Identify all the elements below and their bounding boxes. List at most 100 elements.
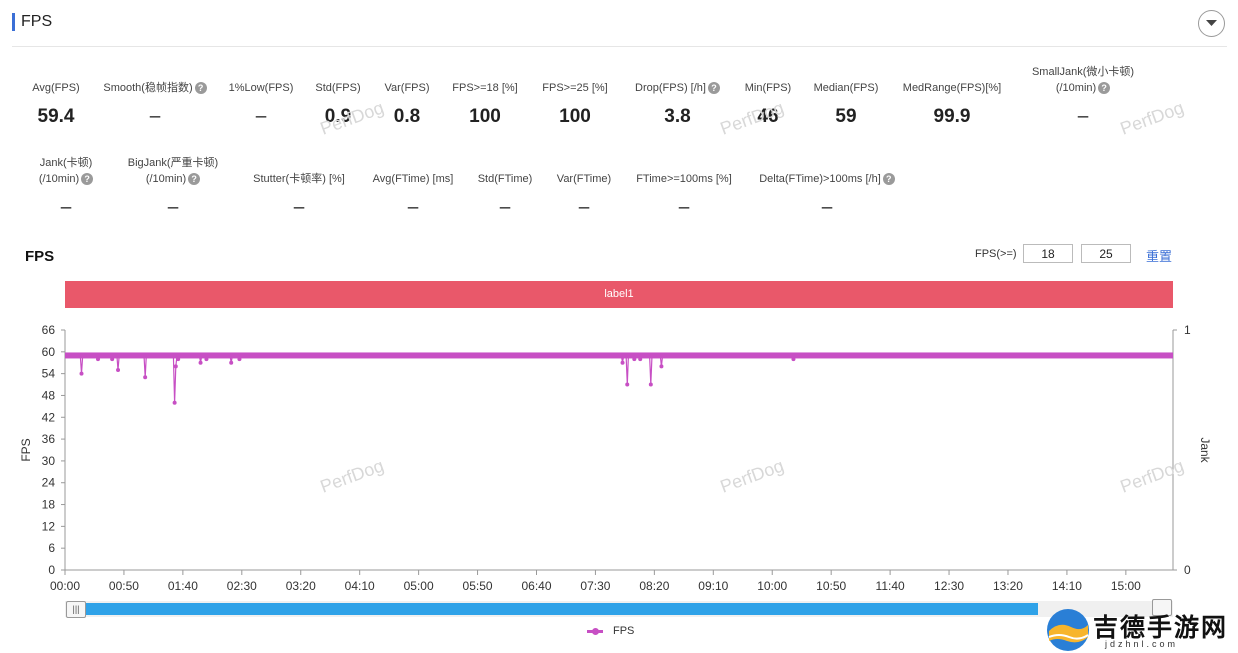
metric-label-unit: (/10min) [1055, 82, 1097, 94]
metric-value: 100 [559, 106, 591, 127]
metric-value: – [149, 106, 161, 127]
help-icon[interactable]: ? [1098, 82, 1111, 94]
time-range-slider[interactable]: ||| [65, 599, 1173, 618]
fps-point [237, 357, 242, 362]
metric-value: – [578, 197, 590, 218]
metric-smalljank: SmallJank(微小卡顿) (/10min)? – [1020, 64, 1146, 128]
help-icon[interactable]: ? [188, 173, 201, 185]
metric-ftime-ge-100: FTime>=100ms [%] – [631, 171, 737, 219]
metric-medrange-fps: MedRange(FPS)[%] 99.9 [898, 80, 1006, 128]
fps-point [791, 357, 796, 362]
help-icon[interactable]: ? [81, 173, 94, 185]
fps-threshold-label: FPS(>=) [975, 248, 1017, 260]
label-band[interactable]: label1 [65, 281, 1173, 308]
metric-label: Smooth(稳帧指数) [103, 82, 193, 94]
metric-value: 0.8 [393, 106, 421, 127]
x-tick-label: 08:20 [639, 579, 669, 593]
y-tick-label: 12 [42, 519, 56, 533]
metric-avg-ftime: Avg(FTime) [ms] – [367, 171, 459, 219]
y-tick-label: 24 [42, 476, 56, 490]
fps-point [625, 382, 630, 387]
metric-label: Min(FPS) [744, 82, 792, 94]
metric-label: Median(FPS) [813, 82, 879, 94]
metric-stutter: Stutter(卡顿率) [%] – [246, 171, 352, 219]
fps-threshold-low-input[interactable] [1023, 244, 1073, 263]
y2-tick-label: 0 [1184, 563, 1191, 577]
x-tick-label: 15:00 [1111, 579, 1141, 593]
fps-point [648, 382, 653, 387]
metric-value: 46 [757, 106, 779, 127]
fps-point [620, 360, 625, 365]
watermark-text: PerfDog [1118, 97, 1187, 138]
slider-handle-right[interactable] [1152, 599, 1172, 616]
metric-value: – [293, 197, 305, 218]
fps-point [632, 357, 637, 362]
fps-point [176, 357, 181, 362]
metric-label: 1%Low(FPS) [228, 82, 294, 94]
x-tick-label: 14:10 [1052, 579, 1082, 593]
fps-point [229, 360, 234, 365]
watermark-text: PerfDog [718, 97, 787, 138]
metric-jank: Jank(卡顿) (/10min)? – [28, 155, 104, 219]
metric-label: Avg(FPS) [32, 82, 80, 94]
slider-handle-left[interactable]: ||| [66, 601, 86, 618]
fps-point [116, 368, 121, 372]
help-icon[interactable]: ? [707, 82, 720, 94]
chart-title: FPS [25, 248, 55, 265]
fps-point [638, 357, 643, 362]
metric-value: 59 [835, 106, 857, 127]
metric-value: 100 [469, 106, 501, 127]
y-axis-title: FPS [19, 438, 33, 461]
watermark-text: PerfDog [318, 97, 387, 138]
collapse-button[interactable] [1198, 10, 1225, 37]
x-tick-label: 11:40 [876, 579, 905, 593]
y-tick-label: 6 [48, 541, 55, 555]
y-tick-label: 42 [42, 410, 56, 424]
metric-smooth: Smooth(稳帧指数)? – [100, 80, 210, 128]
metric-value: 99.9 [933, 106, 971, 127]
x-tick-label: 00:50 [109, 579, 139, 593]
metric-label: Var(FTime) [556, 173, 612, 185]
watermark-text: PerfDog [1118, 455, 1187, 496]
y-tick-label: 18 [42, 498, 56, 512]
y-tick-label: 66 [42, 323, 56, 337]
metric-value: – [60, 197, 72, 218]
metric-value: – [255, 106, 267, 127]
y2-tick-label: 1 [1184, 323, 1191, 337]
x-tick-label: 13:20 [993, 579, 1023, 593]
metric-value: – [407, 197, 419, 218]
metric-label-unit: (/10min) [145, 173, 187, 185]
y-tick-label: 54 [42, 367, 56, 381]
help-icon[interactable]: ? [194, 82, 207, 94]
metric-label: Var(FPS) [384, 82, 430, 94]
metric-label: FPS>=18 [%] [452, 82, 518, 94]
metric-value: – [1077, 106, 1089, 127]
fps-threshold-high-input[interactable] [1081, 244, 1131, 263]
metric-value: – [678, 197, 690, 218]
x-tick-label: 05:50 [463, 579, 493, 593]
metric-label: FTime>=100ms [%] [636, 173, 732, 185]
metric-bigjank: BigJank(严重卡顿) (/10min)? – [118, 155, 228, 219]
time-range-fill [80, 603, 1038, 615]
x-tick-label: 10:50 [816, 579, 846, 593]
metric-fps-ge-18: FPS>=18 [%] 100 [450, 80, 520, 128]
metric-value: 59.4 [37, 106, 75, 127]
x-tick-label: 12:30 [934, 579, 964, 593]
fps-point [143, 375, 148, 380]
fps-series [65, 352, 1173, 405]
metric-std-fps: Std(FPS) 0.9 [312, 80, 364, 128]
legend-label: FPS [613, 625, 635, 637]
metric-delta-ftime: Delta(FTime)>100ms [/h]? – [754, 171, 900, 219]
fps-point [110, 357, 115, 362]
panel-header: FPS [12, 10, 1227, 47]
x-tick-label: 02:30 [227, 579, 257, 593]
metric-value: – [499, 197, 511, 218]
x-tick-label: 09:10 [698, 579, 728, 593]
metric-std-ftime: Std(FTime) – [473, 171, 537, 219]
help-icon[interactable]: ? [882, 173, 895, 185]
chevron-down-icon [1206, 20, 1217, 26]
metric-min-fps: Min(FPS) 46 [741, 80, 795, 128]
x-tick-label: 06:40 [521, 579, 551, 593]
reset-link[interactable]: 重置 [1146, 249, 1173, 264]
